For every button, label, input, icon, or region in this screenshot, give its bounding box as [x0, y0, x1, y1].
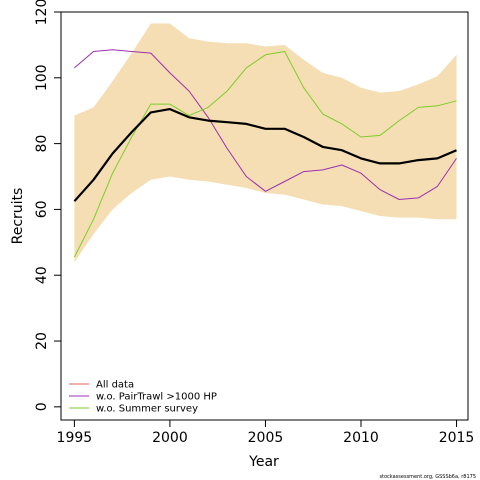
x-axis-title: Year [248, 454, 279, 470]
legend-label: w.o. Summer survey [96, 404, 198, 415]
y-tick-label: 40 [34, 266, 50, 284]
legend-label: All data [96, 380, 134, 391]
axis-layer: 1995 2000 2005 2010 2015 0 20 40 60 80 100 120 [34, 0, 474, 446]
x-tick-label: 2010 [343, 430, 379, 446]
y-tick-label: 100 [34, 64, 50, 91]
x-tick-label: 2015 [439, 430, 475, 446]
y-tick-label: 20 [34, 332, 50, 350]
y-tick-label: 120 [34, 0, 50, 25]
confidence-band [74, 23, 457, 263]
footer-credit: stockassessment.org, GSSSb6a, r8175 [379, 474, 476, 480]
series-lines-layer [73, 49, 457, 258]
y-axis-title: Recruits [10, 188, 26, 245]
series-line-1 [73, 107, 457, 202]
series-line-2 [74, 49, 457, 200]
x-tick-label: 1995 [57, 430, 93, 446]
y-tick-label: 0 [34, 402, 50, 411]
y-tick-label: 60 [34, 200, 50, 218]
y-tick-label: 80 [34, 135, 50, 153]
legend-label: w.o. PairTrawl >1000 HP [96, 392, 217, 403]
plot-frame [60, 11, 469, 421]
confidence-band-layer [74, 23, 457, 263]
x-tick-label: 2005 [248, 430, 284, 446]
x-tick-label: 2000 [152, 430, 188, 446]
